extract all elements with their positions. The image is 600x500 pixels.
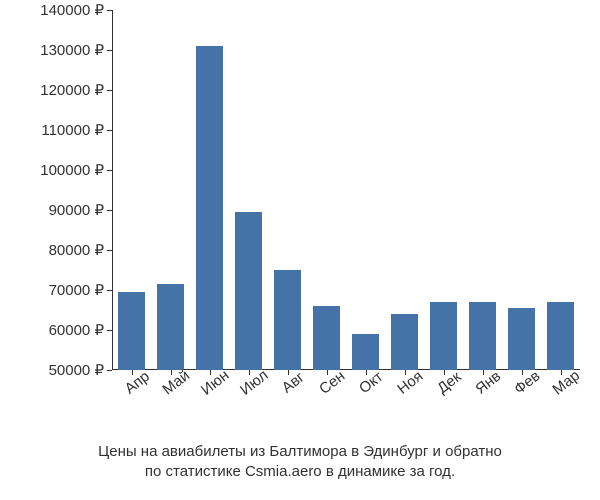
x-tick-mark bbox=[366, 370, 367, 375]
x-tick-mark bbox=[522, 370, 523, 375]
x-tick-mark bbox=[249, 370, 250, 375]
x-tick-mark bbox=[210, 370, 211, 375]
x-tick-mark bbox=[327, 370, 328, 375]
x-tick-label: Дек bbox=[434, 368, 464, 397]
bar bbox=[118, 292, 145, 370]
bar bbox=[235, 212, 262, 370]
price-chart: 50000 ₽ 60000 ₽ 70000 ₽ 80000 ₽ 90000 ₽ 10000… bbox=[0, 0, 600, 500]
bar bbox=[391, 314, 418, 370]
bar bbox=[196, 46, 223, 370]
bar bbox=[313, 306, 340, 370]
x-tick-mark bbox=[405, 370, 406, 375]
bar bbox=[430, 302, 457, 370]
x-tick-label: Авг bbox=[278, 369, 307, 397]
bar bbox=[157, 284, 184, 370]
y-tick-label: 130000 ₽ bbox=[40, 41, 104, 59]
x-tick-label: Мар bbox=[549, 367, 583, 398]
x-tick-mark bbox=[444, 370, 445, 375]
y-tick-label: 120000 ₽ bbox=[40, 81, 104, 99]
x-tick-label: Янв bbox=[472, 368, 504, 398]
x-tick-mark bbox=[483, 370, 484, 375]
x-tick-label: Окт bbox=[356, 368, 386, 397]
y-tick-label: 80000 ₽ bbox=[49, 241, 104, 259]
x-tick-label: Фев bbox=[511, 367, 543, 397]
x-tick-label: Ноя bbox=[394, 368, 426, 398]
caption-line1: Цены на авиабилеты из Балтимора в Эдинбу… bbox=[98, 443, 502, 460]
y-tick-label: 60000 ₽ bbox=[49, 321, 104, 339]
x-tick-label: Июн bbox=[198, 367, 232, 399]
y-tick-label: 140000 ₽ bbox=[40, 1, 104, 19]
x-tick-mark bbox=[288, 370, 289, 375]
bar bbox=[352, 334, 379, 370]
y-tick-label: 110000 ₽ bbox=[41, 121, 104, 139]
x-tick-label: Апр bbox=[121, 368, 152, 398]
y-axis: 50000 ₽60000 ₽70000 ₽80000 ₽90000 ₽10000… bbox=[20, 10, 112, 370]
x-tick-mark bbox=[132, 370, 133, 375]
x-labels: АпрМайИюнИюл Авг Сен Окт Ноя Дек ЯнвФевМар bbox=[112, 370, 580, 440]
plot-area: 50000 ₽60000 ₽70000 ₽80000 ₽90000 ₽10000… bbox=[20, 10, 580, 370]
x-tick-mark bbox=[171, 370, 172, 375]
y-tick-label: 90000 ₽ bbox=[49, 201, 104, 219]
x-tick-label: Июл bbox=[236, 367, 270, 399]
chart-caption: Цены на авиабилеты из Балтимора в Эдинбу… bbox=[0, 442, 600, 483]
x-tick-label: Май bbox=[159, 367, 193, 398]
bar bbox=[547, 302, 574, 370]
y-tick-label: 50000 ₽ bbox=[49, 361, 104, 379]
bar bbox=[469, 302, 496, 370]
caption-line2: по статистике Csmia.aero в динамике за г… bbox=[145, 463, 455, 480]
x-tick-mark bbox=[561, 370, 562, 375]
bar bbox=[508, 308, 535, 370]
bars-container bbox=[112, 10, 580, 370]
y-tick-label: 70000 ₽ bbox=[49, 281, 104, 299]
x-tick-label: Сен bbox=[316, 368, 348, 398]
y-tick-label: 100000 ₽ bbox=[40, 161, 104, 179]
bar bbox=[274, 270, 301, 370]
